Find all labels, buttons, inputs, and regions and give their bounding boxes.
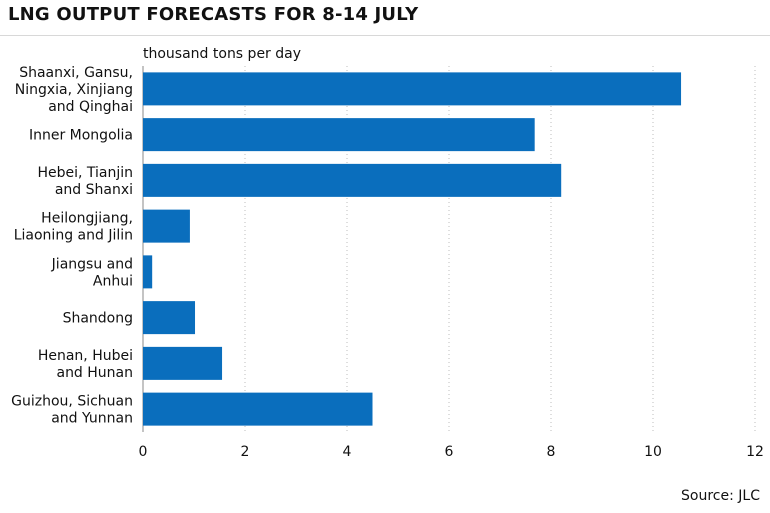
category-label-line: and Hunan (56, 365, 133, 381)
bar (143, 301, 196, 335)
bar (143, 163, 562, 197)
source-note: Source: JLC (681, 488, 760, 504)
x-tick-label: 4 (343, 444, 352, 460)
category-label: Shandong (63, 311, 133, 327)
bar (143, 118, 535, 152)
category-label: Shaanxi, Gansu, Ningxia, Xinjiang and Qing… (15, 65, 133, 115)
category-label-line: and Yunnan (51, 411, 133, 427)
title-divider (0, 35, 770, 36)
category-label-line: Henan, Hubei (38, 348, 133, 364)
category-label-line: and Shanxi (55, 182, 133, 198)
x-tick-label: 6 (445, 444, 454, 460)
category-label: Henan, Hubei and Hunan (38, 348, 133, 381)
category-label-line: Shandong (63, 311, 133, 327)
category-label-line: Hebei, Tianjin (37, 165, 133, 181)
category-label: Jiangsu and Anhui (51, 256, 133, 289)
bar (143, 255, 153, 289)
category-label: Guizhou, Sichuan and Yunnan (11, 394, 133, 427)
bar (143, 209, 190, 243)
category-label-line: Shaanxi, Gansu, (19, 65, 133, 81)
bar (143, 392, 373, 426)
category-label-line: Jiangsu and (51, 256, 133, 272)
x-tick-label: 10 (644, 444, 662, 460)
category-label: Inner Mongolia (29, 128, 133, 144)
category-label: Hebei, Tianjin and Shanxi (37, 165, 133, 198)
x-tick-label: 0 (139, 444, 148, 460)
category-label: Heilongjiang, Liaoning and Jilin (14, 211, 133, 244)
category-label-line: Liaoning and Jilin (14, 228, 133, 244)
category-label-line: Ningxia, Xinjiang (15, 82, 133, 98)
category-label-line: and Qinghai (48, 99, 133, 115)
chart-title: LNG OUTPUT FORECASTS FOR 8-14 JULY (8, 4, 419, 25)
bar (143, 72, 682, 106)
category-label-line: Inner Mongolia (29, 128, 133, 144)
x-tick-label: 8 (547, 444, 556, 460)
x-tick-label: 2 (241, 444, 250, 460)
x-tick-label: 12 (746, 444, 764, 460)
category-label-line: Guizhou, Sichuan (11, 394, 133, 410)
unit-label: thousand tons per day (143, 46, 302, 62)
category-label-line: Anhui (93, 273, 133, 289)
category-label-line: Heilongjiang, (41, 211, 133, 227)
bar (143, 346, 223, 380)
